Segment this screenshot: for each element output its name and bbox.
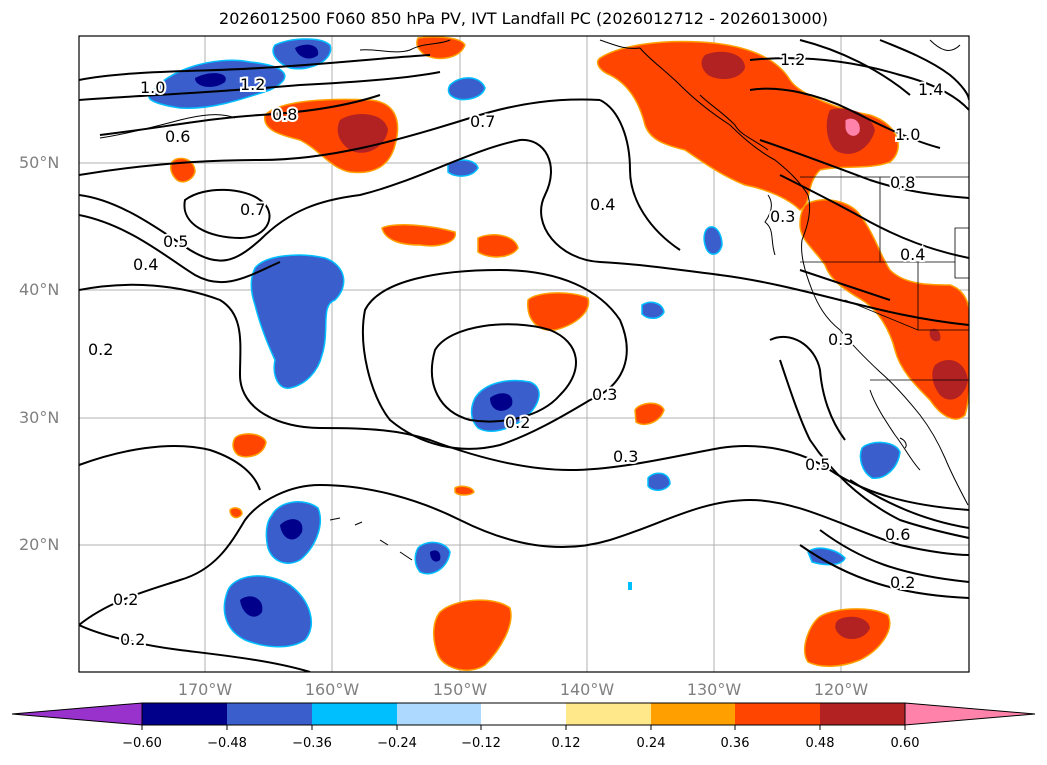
contour-label: 0.3 — [613, 447, 638, 466]
colorbar-tick: −0.12 — [461, 736, 501, 751]
contour-label: 0.6 — [885, 525, 910, 544]
lon-label-140w: 140°W — [559, 680, 615, 699]
contour-label: 1.0 — [140, 78, 165, 97]
contour-label: 1.4 — [918, 80, 943, 99]
colorbar-tick: −0.60 — [122, 736, 162, 751]
lat-label-20n: 20°N — [19, 535, 60, 554]
contour-label: 0.4 — [590, 195, 615, 214]
lat-label-50n: 50°N — [19, 153, 60, 172]
colorbar-tick: 0.60 — [890, 736, 920, 751]
colorbar-tick: −0.36 — [292, 736, 332, 751]
contour-labels: 1.0 1.2 0.8 0.6 0.7 0.7 0.5 0.4 0.2 0.4 … — [86, 48, 945, 651]
neg-blob-mid-pacific — [250, 254, 345, 389]
contour-label: 0.2 — [120, 630, 145, 649]
colorbar-bin — [820, 703, 905, 725]
colorbar-bin — [651, 703, 735, 725]
contour-label: 1.0 — [895, 125, 920, 144]
lon-label-160w: 160°W — [304, 680, 360, 699]
contour-label: 0.7 — [240, 200, 265, 219]
colorbar-tick: 0.12 — [551, 736, 581, 751]
lon-label-150w: 150°W — [432, 680, 488, 699]
contour-label: 0.4 — [900, 245, 925, 264]
contour-label: 0.3 — [828, 330, 853, 349]
political-borders — [800, 176, 969, 381]
contour-label: 0.5 — [163, 232, 188, 251]
colorbar — [11, 702, 1036, 730]
map-title: 2026012500 F060 850 hPa PV, IVT Landfall… — [219, 9, 828, 28]
colorbar-bin — [227, 703, 312, 725]
colorbar-bin — [397, 703, 481, 725]
negative-pv-areas — [148, 38, 901, 648]
lon-label-120w: 120°W — [813, 680, 869, 699]
contour-label: 0.8 — [272, 105, 297, 124]
contour-label: 0.2 — [505, 413, 530, 432]
colorbar-bin — [312, 703, 397, 725]
contour-label: 0.2 — [88, 340, 113, 359]
colorbar-bin — [566, 703, 651, 725]
colorbar-min-extend — [11, 702, 143, 726]
lon-label-130w: 130°W — [686, 680, 742, 699]
lat-label-30n: 30°N — [19, 408, 60, 427]
pv-contours — [79, 39, 969, 672]
contour-label: 0.7 — [470, 112, 495, 131]
contour-label: 0.3 — [592, 385, 617, 404]
contour-label: 0.3 — [770, 207, 795, 226]
contour-label: 0.2 — [113, 590, 138, 609]
colorbar-tick: 0.24 — [636, 736, 666, 751]
colorbar-tick: 0.48 — [805, 736, 835, 751]
plot-frame — [78, 35, 970, 673]
contour-label: 0.8 — [890, 173, 915, 192]
lat-label-40n: 40°N — [19, 280, 60, 299]
contour-label: 1.2 — [240, 75, 265, 94]
colorbar-bin — [481, 703, 566, 725]
contour-label: 0.5 — [805, 455, 830, 474]
colorbar-bin — [142, 703, 227, 725]
colorbar-tick: 0.36 — [720, 736, 750, 751]
lon-label-170w: 170°W — [177, 680, 233, 699]
positive-pv-areas — [170, 36, 969, 671]
pos-blob-pacnw — [597, 40, 899, 211]
colorbar-bin — [735, 703, 820, 725]
colorbar-max-extend — [904, 702, 1036, 726]
contour-label: 0.2 — [890, 573, 915, 592]
pos-blob-california — [799, 199, 969, 420]
colorbar-tick: −0.48 — [207, 736, 247, 751]
pos-blob-south — [433, 599, 512, 671]
coastlines — [99, 39, 969, 561]
colorbar-tick: −0.24 — [377, 736, 417, 751]
contour-label: 0.4 — [133, 255, 158, 274]
contour-label: 1.2 — [780, 50, 805, 69]
contour-label: 0.6 — [165, 127, 190, 146]
